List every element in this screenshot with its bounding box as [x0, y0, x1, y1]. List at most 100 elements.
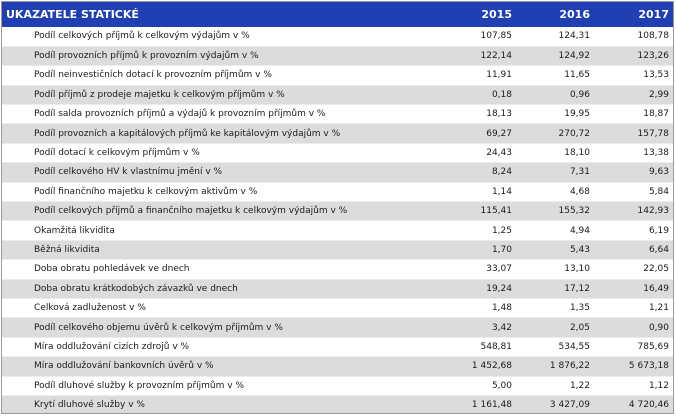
value-2016: 3 427,09 [516, 395, 594, 413]
indicator-label: Podíl celkového HV k vlastnímu jmění v % [2, 162, 438, 183]
indicator-label: Míra oddlužování bankovních úvěrů v % [2, 356, 438, 377]
value-2015: 0,18 [438, 85, 516, 106]
table-row: Okamžitá likvidita 1,25 4,94 6,19 [2, 220, 673, 241]
table-row: Podíl provozních příjmů k provozním výda… [2, 46, 673, 67]
indicator-label: Podíl neinvestičních dotací k provozním … [2, 65, 438, 86]
value-2017: 6,19 [594, 220, 673, 241]
value-2016: 1 876,22 [516, 356, 594, 377]
value-2015: 11,91 [438, 65, 516, 86]
value-2017: 157,78 [594, 123, 673, 144]
value-2016: 19,95 [516, 104, 594, 125]
header-year-2016: 2016 [559, 8, 590, 21]
table-row: Podíl dluhové služby k provozním příjmům… [2, 376, 673, 396]
header-year-2017: 2017 [638, 8, 669, 21]
table-row: Podíl finančního majetku k celkovým akti… [2, 182, 673, 203]
value-2015: 69,27 [438, 123, 516, 144]
value-2017: 2,99 [594, 85, 673, 106]
indicator-label: Doba obratu krátkodobých závazků ve dnec… [2, 279, 438, 299]
value-2017: 123,26 [594, 46, 673, 67]
value-2016: 11,65 [516, 65, 594, 86]
header-indicators: UKAZATELE STATICKÉ [6, 8, 139, 21]
indicator-label: Doba obratu pohledávek ve dnech [2, 259, 438, 280]
value-2016: 534,55 [516, 337, 594, 358]
value-2017: 0,90 [594, 317, 673, 338]
value-2017: 18,87 [594, 104, 673, 125]
value-2017: 13,38 [594, 143, 673, 164]
table-row: Podíl celkového objemu úvěrů k celkovým … [2, 317, 673, 338]
value-2017: 13,53 [594, 65, 673, 86]
value-2017: 16,49 [594, 279, 673, 299]
value-2016: 13,10 [516, 259, 594, 280]
table-row: Doba obratu krátkodobých závazků ve dnec… [2, 279, 673, 299]
header-year-2015: 2015 [481, 8, 512, 21]
value-2017: 785,69 [594, 337, 673, 358]
indicator-label: Podíl salda provozních příjmů a výdajů k… [2, 104, 438, 125]
value-2015: 548,81 [438, 337, 516, 358]
table-row: Celková zadluženost v % 1,48 1,35 1,21 [2, 298, 673, 319]
value-2016: 124,92 [516, 46, 594, 67]
table-row: Krytí dluhové služby v % 1 161,48 3 427,09… [2, 395, 673, 413]
value-2015: 107,85 [438, 27, 516, 47]
value-2015: 19,24 [438, 279, 516, 299]
value-2016: 2,05 [516, 317, 594, 338]
indicator-label: Celková zadluženost v % [2, 298, 438, 319]
value-2015: 24,43 [438, 143, 516, 164]
value-2016: 270,72 [516, 123, 594, 144]
value-2016: 155,32 [516, 201, 594, 222]
value-2017: 6,64 [594, 240, 673, 261]
value-2015: 1,48 [438, 298, 516, 319]
value-2017: 108,78 [594, 27, 673, 47]
indicator-label: Podíl finančního majetku k celkovým akti… [2, 182, 438, 203]
value-2015: 1 161,48 [438, 395, 516, 413]
value-2016: 17,12 [516, 279, 594, 299]
value-2015: 1,70 [438, 240, 516, 261]
table-row: Podíl celkového HV k vlastnímu jmění v %… [2, 162, 673, 183]
value-2016: 5,43 [516, 240, 594, 261]
indicator-label: Podíl příjmů z prodeje majetku k celkový… [2, 85, 438, 106]
value-2015: 1,14 [438, 182, 516, 203]
value-2015: 33,07 [438, 259, 516, 280]
indicator-label: Míra oddlužování cizích zdrojů v % [2, 337, 438, 358]
value-2015: 5,00 [438, 376, 516, 396]
value-2017: 142,93 [594, 201, 673, 222]
value-2017: 1,21 [594, 298, 673, 319]
value-2015: 1 452,68 [438, 356, 516, 377]
table-row: Podíl celkových příjmů k celkovým výdajů… [2, 27, 673, 47]
indicator-label: Podíl celkového objemu úvěrů k celkovým … [2, 317, 438, 338]
indicator-label: Okamžitá likvidita [2, 220, 438, 241]
table-row: Podíl příjmů z prodeje majetku k celkový… [2, 85, 673, 106]
value-2016: 1,35 [516, 298, 594, 319]
indicator-label: Podíl provozních a kapitálových příjmů k… [2, 123, 438, 144]
table-row: Běžná likvidita 1,70 5,43 6,64 [2, 240, 673, 261]
value-2015: 115,41 [438, 201, 516, 222]
indicator-label: Krytí dluhové služby v % [2, 395, 438, 413]
value-2017: 5,84 [594, 182, 673, 203]
indicator-label: Běžná likvidita [2, 240, 438, 261]
table-body: Podíl celkových příjmů k celkovým výdajů… [2, 27, 673, 413]
indicator-label: Podíl dotací k celkovým příjmům v % [2, 143, 438, 164]
table-row: Míra oddlužování cizích zdrojů v % 548,81… [2, 337, 673, 358]
value-2015: 3,42 [438, 317, 516, 338]
table-row: Podíl dotací k celkovým příjmům v % 24,43… [2, 143, 673, 164]
value-2016: 4,68 [516, 182, 594, 203]
value-2017: 9,63 [594, 162, 673, 183]
table-row: Doba obratu pohledávek ve dnech 33,07 13,1… [2, 259, 673, 280]
value-2015: 1,25 [438, 220, 516, 241]
indicator-label: Podíl celkových příjmů a finančního maje… [2, 201, 438, 222]
value-2017: 22,05 [594, 259, 673, 280]
value-2017: 1,12 [594, 376, 673, 396]
table-row: Míra oddlužování bankovních úvěrů v % 1 4… [2, 356, 673, 377]
value-2015: 8,24 [438, 162, 516, 183]
indicator-label: Podíl celkových příjmů k celkovým výdajů… [2, 27, 438, 47]
value-2015: 122,14 [438, 46, 516, 67]
table-header-row: UKAZATELE STATICKÉ 2015 2016 2017 [2, 2, 673, 27]
value-2017: 5 673,18 [594, 356, 673, 377]
value-2016: 0,96 [516, 85, 594, 106]
value-2017: 4 720,46 [594, 395, 673, 413]
table-row: Podíl celkových příjmů a finančního maje… [2, 201, 673, 222]
value-2016: 1,22 [516, 376, 594, 396]
table-row: Podíl salda provozních příjmů a výdajů k… [2, 104, 673, 125]
value-2016: 18,10 [516, 143, 594, 164]
